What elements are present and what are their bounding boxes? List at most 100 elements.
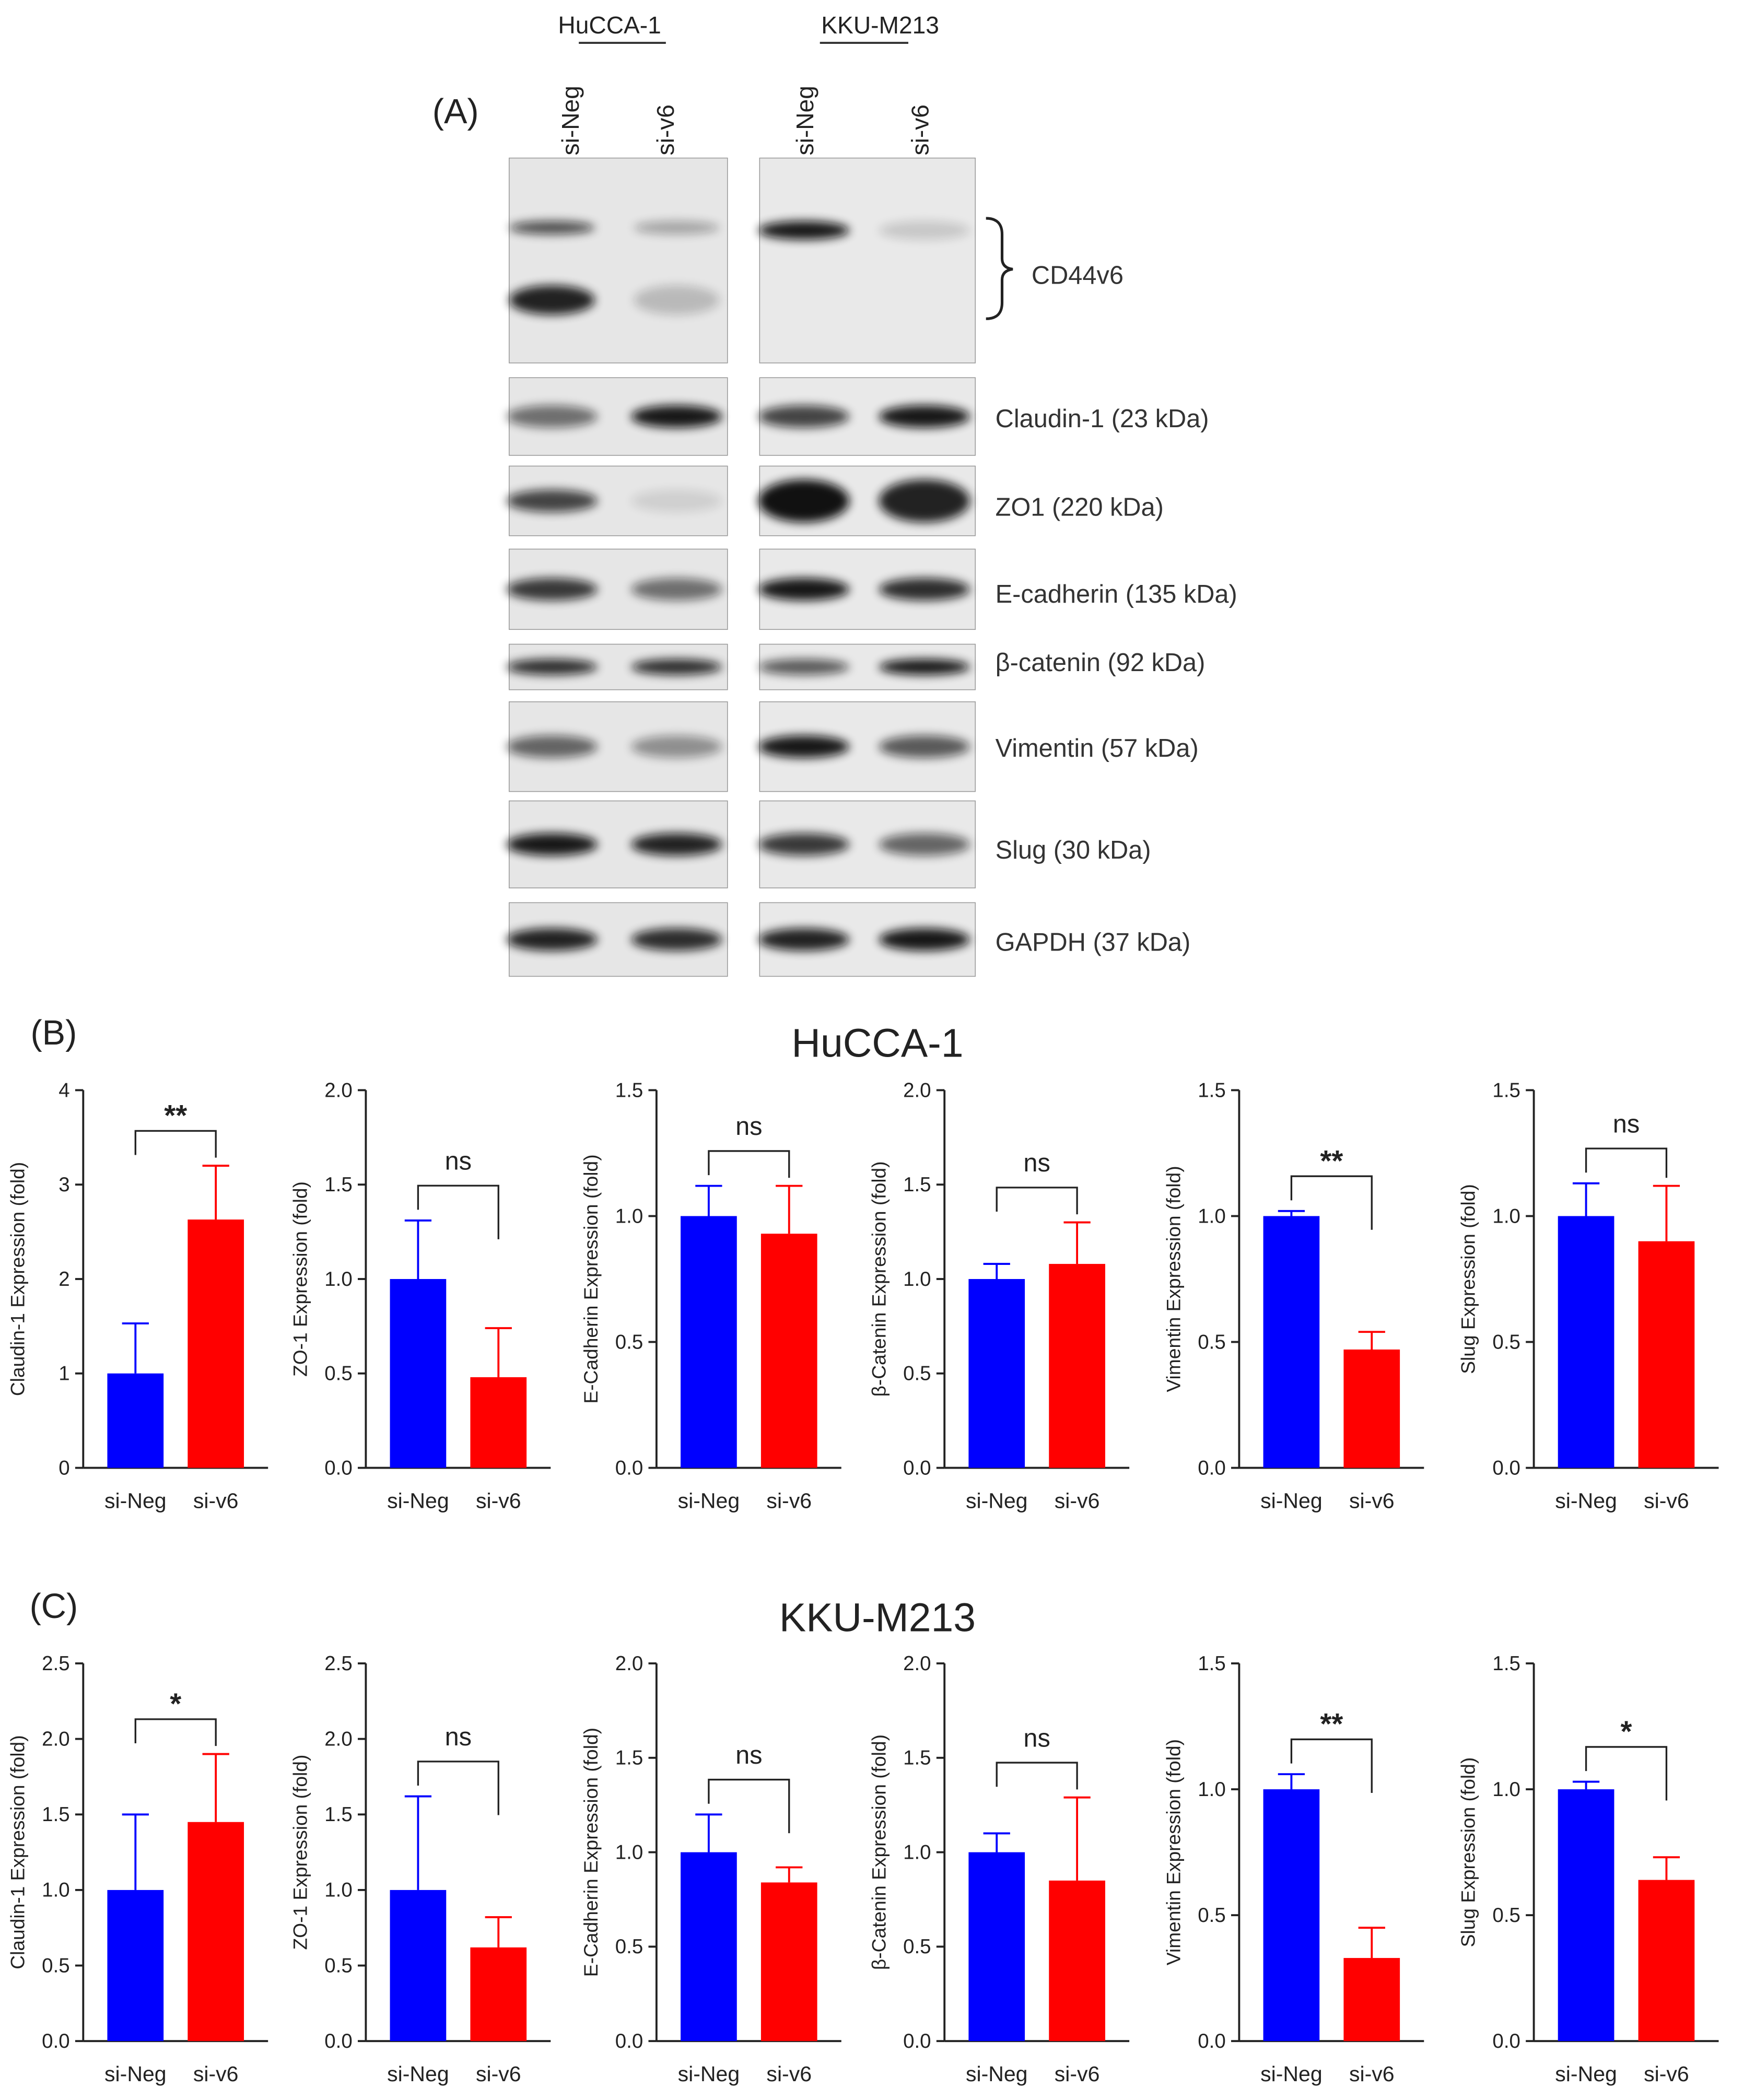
x-tick-label: si-Neg [104, 2062, 167, 2086]
x-tick-label: si-v6 [766, 1489, 812, 1513]
y-tick-label: 4 [58, 1079, 69, 1101]
y-tick-label: 2.0 [903, 1652, 931, 1675]
section-title: HuCCA-1 [791, 1020, 963, 1065]
protein-label: E-cadherin (135 kDa) [996, 580, 1237, 608]
y-tick-label: 1.0 [903, 1268, 931, 1290]
band [506, 735, 598, 758]
x-tick-label: si-Neg [1260, 1489, 1323, 1513]
significance-label: * [170, 1687, 181, 1720]
y-tick-label: 2.0 [903, 1079, 931, 1101]
significance-bracket [417, 1761, 499, 1815]
y-tick-label: 2.5 [324, 1652, 352, 1675]
protein-label: Vimentin (57 kDa) [996, 734, 1199, 762]
band [506, 833, 598, 856]
y-axis-label: E-Cadherin Expression (fold) [580, 1728, 602, 1977]
significance-bracket [134, 1130, 217, 1158]
bar [968, 1852, 1025, 2042]
bar [1263, 1789, 1320, 2042]
error-bar [983, 1832, 1010, 1852]
y-tick-label: 1 [58, 1363, 69, 1385]
y-axis-label: Slug Expression (fold) [1457, 1757, 1479, 1948]
band [509, 221, 595, 234]
blot-panel [509, 157, 728, 363]
band [631, 489, 722, 512]
blot-panel [759, 157, 976, 363]
x-tick-label: si-Neg [678, 2062, 740, 2086]
error-bar [1572, 1780, 1600, 1790]
significance-bracket [996, 1187, 1078, 1215]
y-tick-label: 0.5 [324, 1954, 352, 1977]
bar [470, 1947, 527, 2042]
band [879, 928, 970, 951]
y-tick-label: 0.0 [1492, 1457, 1520, 1479]
bar [1343, 1958, 1400, 2042]
western-blot: si-Neg si-v6 si-Neg si-v6 CD44v6 Claudin-1 (2… [506, 86, 1237, 977]
error-bar [485, 1327, 512, 1378]
y-tick-label: 0.5 [615, 1935, 643, 1958]
y-tick-label: 0.5 [324, 1363, 352, 1385]
x-tick-label: si-v6 [766, 2062, 812, 2086]
y-tick-label: 0.5 [1492, 1904, 1520, 1927]
significance-label: ** [164, 1099, 187, 1132]
panel-label: (A) [432, 92, 479, 131]
error-bar [1063, 1796, 1091, 1881]
y-tick-label: 0.5 [615, 1331, 643, 1353]
y-tick-label: 2 [58, 1268, 69, 1290]
error-bar [404, 1795, 432, 1890]
x-tick-label: si-Neg [104, 1489, 167, 1513]
y-axis-label: ZO-1 Expression (fold) [289, 1755, 311, 1950]
significance-label: ns [1023, 1724, 1050, 1752]
error-bar [1572, 1182, 1600, 1216]
lane-label: si-Neg [557, 86, 584, 155]
lane-label: si-v6 [652, 104, 679, 155]
significance-label: ns [1613, 1110, 1640, 1138]
y-tick-label: 1.5 [1492, 1652, 1520, 1675]
x-tick-label: si-v6 [476, 2062, 521, 2086]
y-tick-label: 2.0 [42, 1728, 69, 1750]
protein-label: GAPDH (37 kDa) [996, 929, 1191, 957]
significance-bracket [1290, 1175, 1373, 1230]
x-tick-label: si-v6 [476, 1489, 521, 1513]
bar [1263, 1216, 1320, 1468]
significance-label: ns [735, 1112, 762, 1141]
x-tick-label: si-v6 [1644, 1489, 1689, 1513]
band [879, 578, 970, 601]
panel-label: (C) [30, 1587, 78, 1626]
significance-bracket [1585, 1147, 1668, 1178]
significance-label: * [1621, 1715, 1632, 1748]
error-bar [122, 1322, 149, 1374]
error-bar [202, 1165, 229, 1220]
y-tick-label: 0.0 [1492, 2030, 1520, 2052]
x-tick-label: si-Neg [966, 2062, 1028, 2086]
error-bar [1653, 1856, 1680, 1880]
significance-bracket [134, 1718, 217, 1746]
significance-label: ns [735, 1741, 762, 1769]
error-bar [1063, 1221, 1091, 1264]
error-bar [983, 1263, 1010, 1280]
y-axis-label: E-Cadherin Expression (fold) [580, 1154, 602, 1403]
y-tick-label: 0.0 [903, 2030, 931, 2052]
band [758, 735, 850, 758]
y-tick-label: 1.0 [1492, 1205, 1520, 1227]
protein-label: β-catenin (92 kDa) [996, 649, 1206, 677]
cell-line-label: KKU-M213 [821, 11, 939, 39]
protein-label: CD44v6 [1032, 262, 1124, 290]
x-tick-label: si-v6 [1349, 1489, 1395, 1513]
y-tick-label: 1.0 [324, 1879, 352, 1902]
significance-bracket [708, 1150, 790, 1178]
y-tick-label: 1.5 [324, 1803, 352, 1826]
significance-bracket [1585, 1746, 1668, 1801]
y-tick-label: 1.0 [324, 1268, 352, 1290]
significance-label: ns [445, 1723, 472, 1751]
bar [968, 1279, 1025, 1468]
error-bar [202, 1753, 229, 1822]
band [506, 928, 598, 951]
y-tick-label: 2.0 [324, 1728, 352, 1750]
band [631, 833, 722, 856]
y-tick-label: 0.5 [903, 1935, 931, 1958]
x-tick-label: si-v6 [1055, 1489, 1100, 1513]
band [758, 221, 850, 240]
x-tick-label: si-Neg [678, 1489, 740, 1513]
band [631, 659, 722, 675]
